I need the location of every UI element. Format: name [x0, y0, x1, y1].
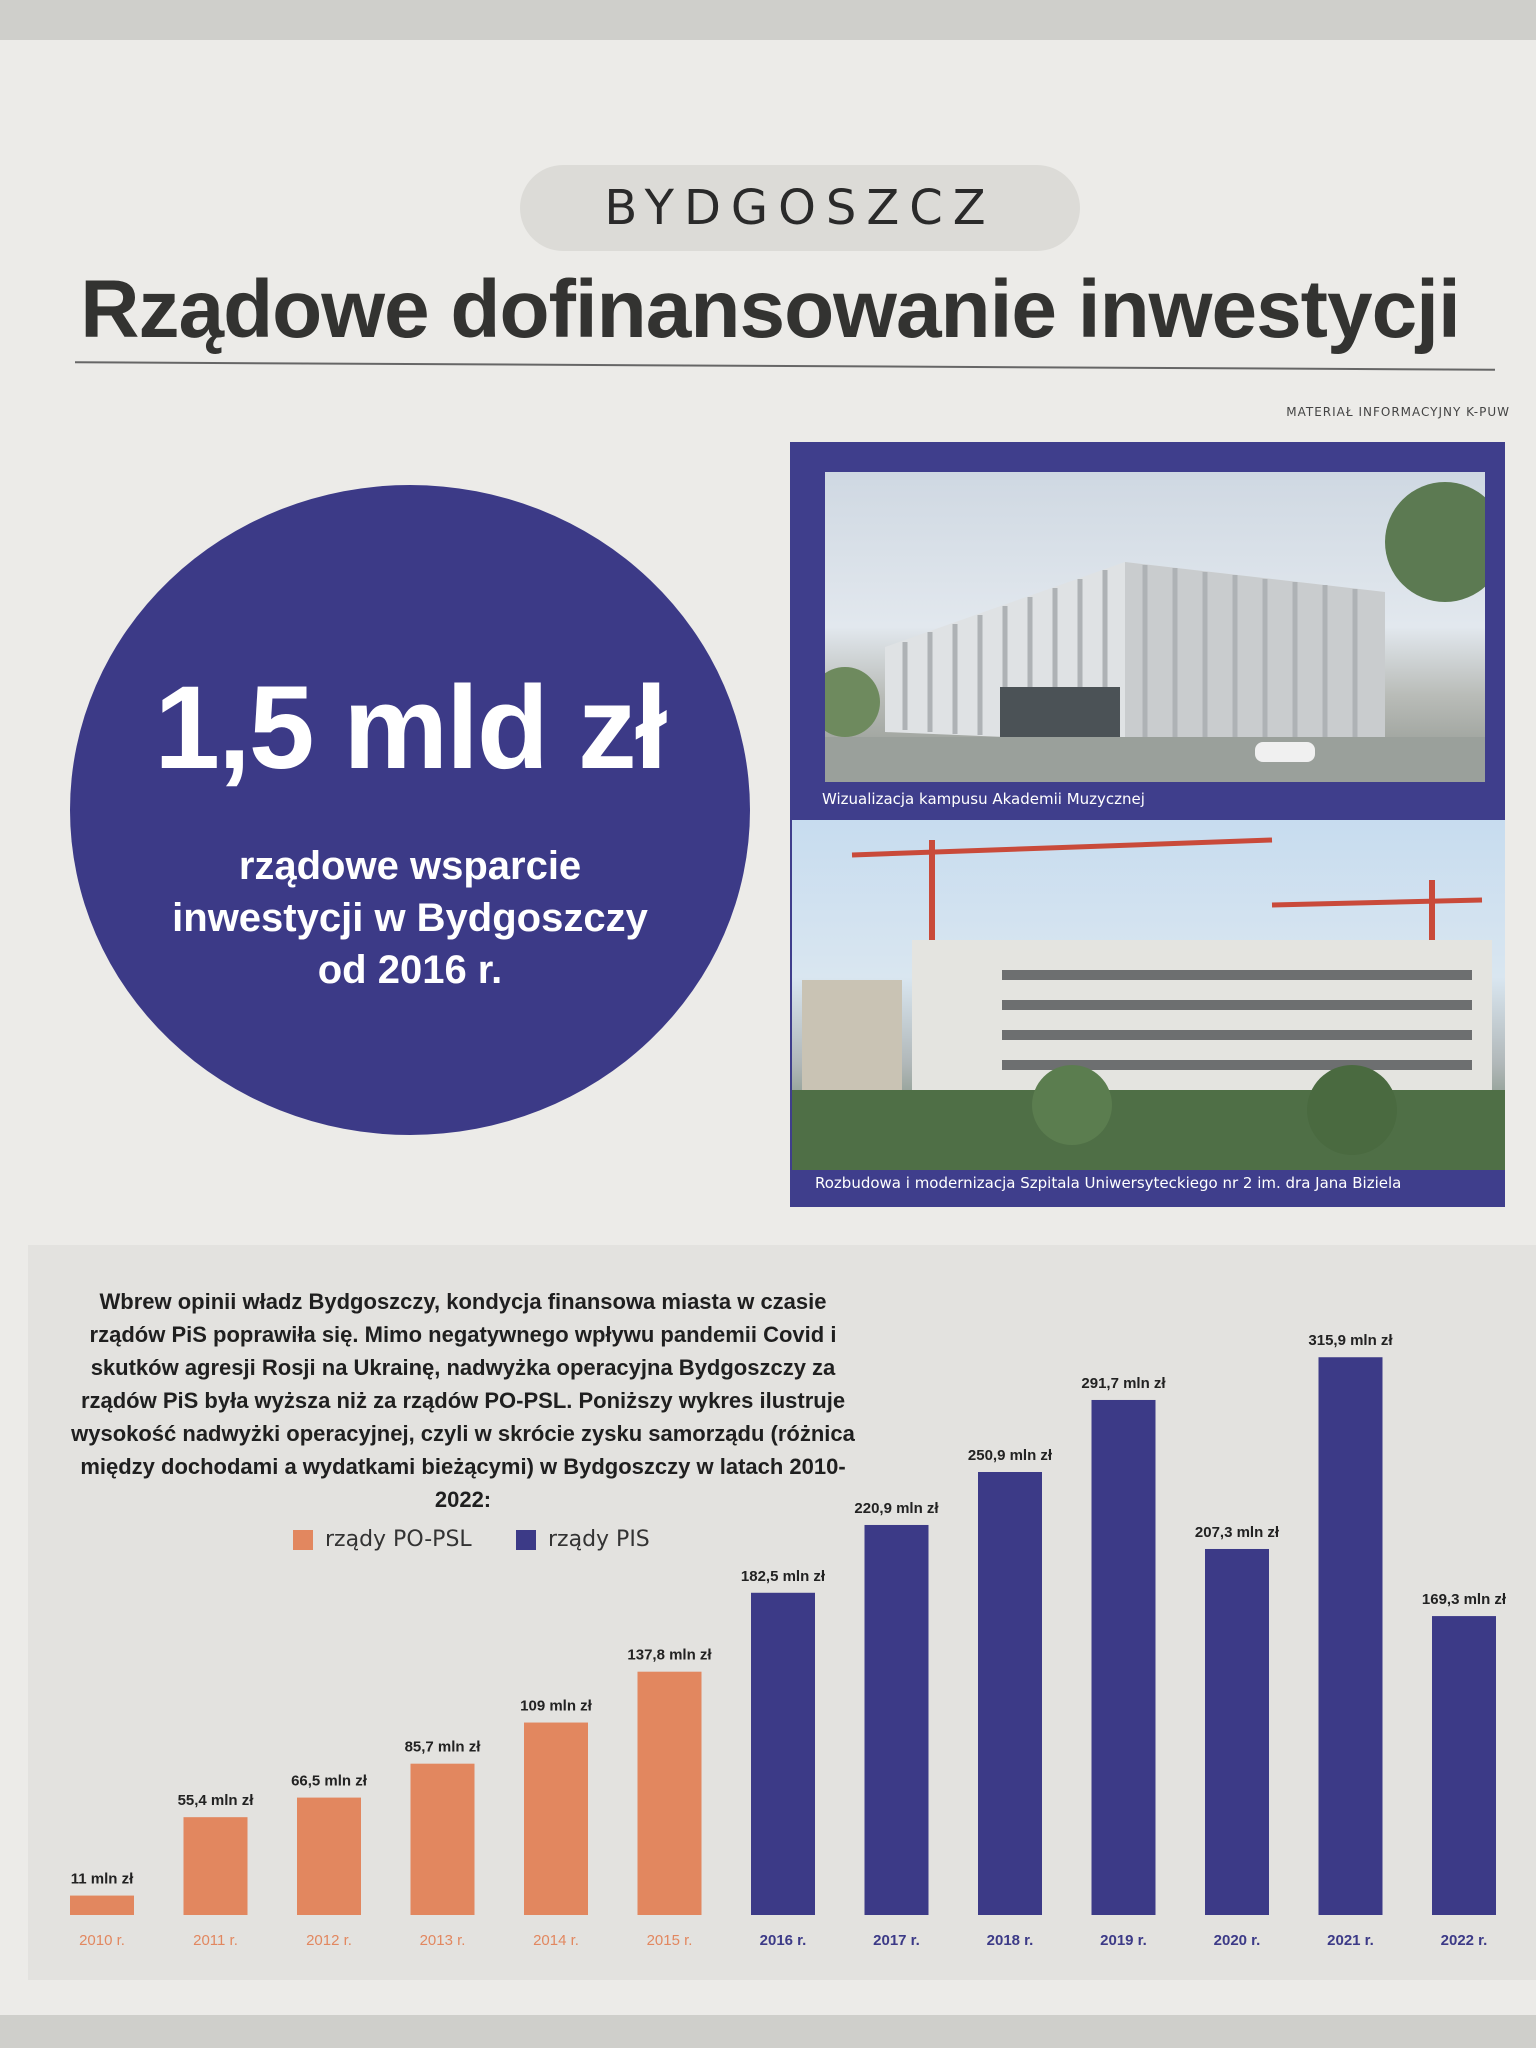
value-label-3: 85,7 mln zł — [405, 1739, 482, 1756]
bar-9 — [1091, 1399, 1156, 1915]
hospital-construction-illustration — [792, 837, 1505, 1170]
photo-panel: Wizualizacja kampusu Akademii Muzycznej — [790, 442, 1505, 1207]
newspaper-page: BYDGOSZCZ Rządowe dofinansowanie inwesty… — [0, 40, 1536, 2015]
bar-1 — [183, 1817, 248, 1915]
value-label-0: 11 mln zł — [71, 1871, 134, 1888]
category-label-1: 2011 r. — [193, 1932, 238, 1949]
music-academy-photo — [825, 472, 1485, 782]
surplus-bar-chart: 11 mln zł 2010 r. 55,4 mln zł 2011 r. 66,5 m… — [70, 1332, 1507, 1949]
source-note: MATERIAŁ INFORMACYJNY K-PUW — [1286, 405, 1510, 419]
category-label-3: 2013 r. — [420, 1932, 466, 1949]
highlight-line-2: inwestycji w Bydgoszczy — [172, 896, 648, 940]
category-label-4: 2014 r. — [533, 1932, 579, 1949]
value-label-4: 109 mln zł — [520, 1698, 593, 1715]
highlight-line-1: rządowe wsparcie — [238, 844, 582, 888]
category-label-12: 2022 r. — [1441, 1932, 1488, 1949]
value-label-12: 169,3 mln zł — [1422, 1591, 1507, 1608]
bar-0 — [70, 1895, 134, 1915]
bar-3 — [410, 1763, 475, 1915]
category-label-5: 2015 r. — [647, 1932, 693, 1949]
value-label-10: 207,3 mln zł — [1195, 1524, 1280, 1541]
chart-panel: Wbrew opinii władz Bydgoszczy, kondycja … — [28, 1245, 1536, 1980]
legend-swatch-pis — [516, 1529, 536, 1550]
bar-6 — [751, 1592, 815, 1915]
legend-label-po-psl: rządy PO-PSL — [325, 1527, 472, 1552]
category-label-8: 2018 r. — [987, 1932, 1034, 1949]
category-label-11: 2021 r. — [1327, 1932, 1374, 1949]
photo-caption-1: Wizualizacja kampusu Akademii Muzycznej — [822, 790, 1145, 808]
value-label-11: 315,9 mln zł — [1308, 1332, 1393, 1349]
category-label-2: 2012 r. — [306, 1932, 352, 1949]
highlight-line-3: od 2016 r. — [317, 948, 503, 992]
value-label-7: 220,9 mln zł — [854, 1500, 939, 1517]
legend-item-po-psl: rządy PO-PSL — [293, 1527, 472, 1552]
legend-swatch-po-psl — [293, 1529, 313, 1550]
page-title: Rządowe dofinansowanie inwestycji — [80, 264, 1461, 355]
bar-11 — [1318, 1357, 1383, 1915]
category-label-0: 2010 r. — [79, 1932, 125, 1949]
category-label-9: 2019 r. — [1100, 1932, 1147, 1949]
value-label-5: 137,8 mln zł — [627, 1647, 712, 1664]
chart-intro-text: Wbrew opinii władz Bydgoszczy, kondycja … — [71, 1289, 855, 1512]
bar-2 — [297, 1797, 361, 1915]
highlight-circle: 1,5 mld zł rządowe wsparcie inwestycji w… — [70, 485, 750, 1135]
hospital-photo — [792, 820, 1505, 1170]
bar-10 — [1205, 1548, 1269, 1915]
bar-12 — [1432, 1616, 1496, 1915]
highlight-amount: 1,5 mld zł — [154, 662, 667, 794]
highlight-description: rządowe wsparcie inwestycji w Bydgoszczy… — [130, 840, 690, 996]
bar-4 — [524, 1722, 588, 1915]
bar-8 — [978, 1472, 1042, 1915]
value-label-9: 291,7 mln zł — [1081, 1375, 1166, 1392]
bar-5 — [637, 1671, 702, 1915]
music-academy-illustration — [825, 482, 1485, 782]
value-label-2: 66,5 mln zł — [291, 1773, 368, 1790]
value-label-6: 182,5 mln zł — [741, 1568, 826, 1585]
legend-item-pis: rządy PIS — [516, 1527, 650, 1552]
category-label-6: 2016 r. — [760, 1932, 807, 1949]
category-label-7: 2017 r. — [873, 1932, 920, 1949]
value-label-1: 55,4 mln zł — [178, 1792, 255, 1809]
photo-caption-2: Rozbudowa i modernizacja Szpitala Uniwer… — [815, 1174, 1402, 1192]
category-label-10: 2020 r. — [1214, 1932, 1261, 1949]
bar-7 — [864, 1524, 929, 1915]
value-label-8: 250,9 mln zł — [968, 1447, 1053, 1464]
section-label: BYDGOSZCZ — [520, 165, 1080, 251]
legend-label-pis: rządy PIS — [548, 1527, 650, 1552]
